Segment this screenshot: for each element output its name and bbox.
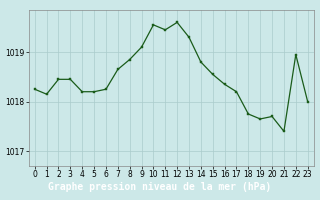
Text: Graphe pression niveau de la mer (hPa): Graphe pression niveau de la mer (hPa): [48, 182, 272, 192]
